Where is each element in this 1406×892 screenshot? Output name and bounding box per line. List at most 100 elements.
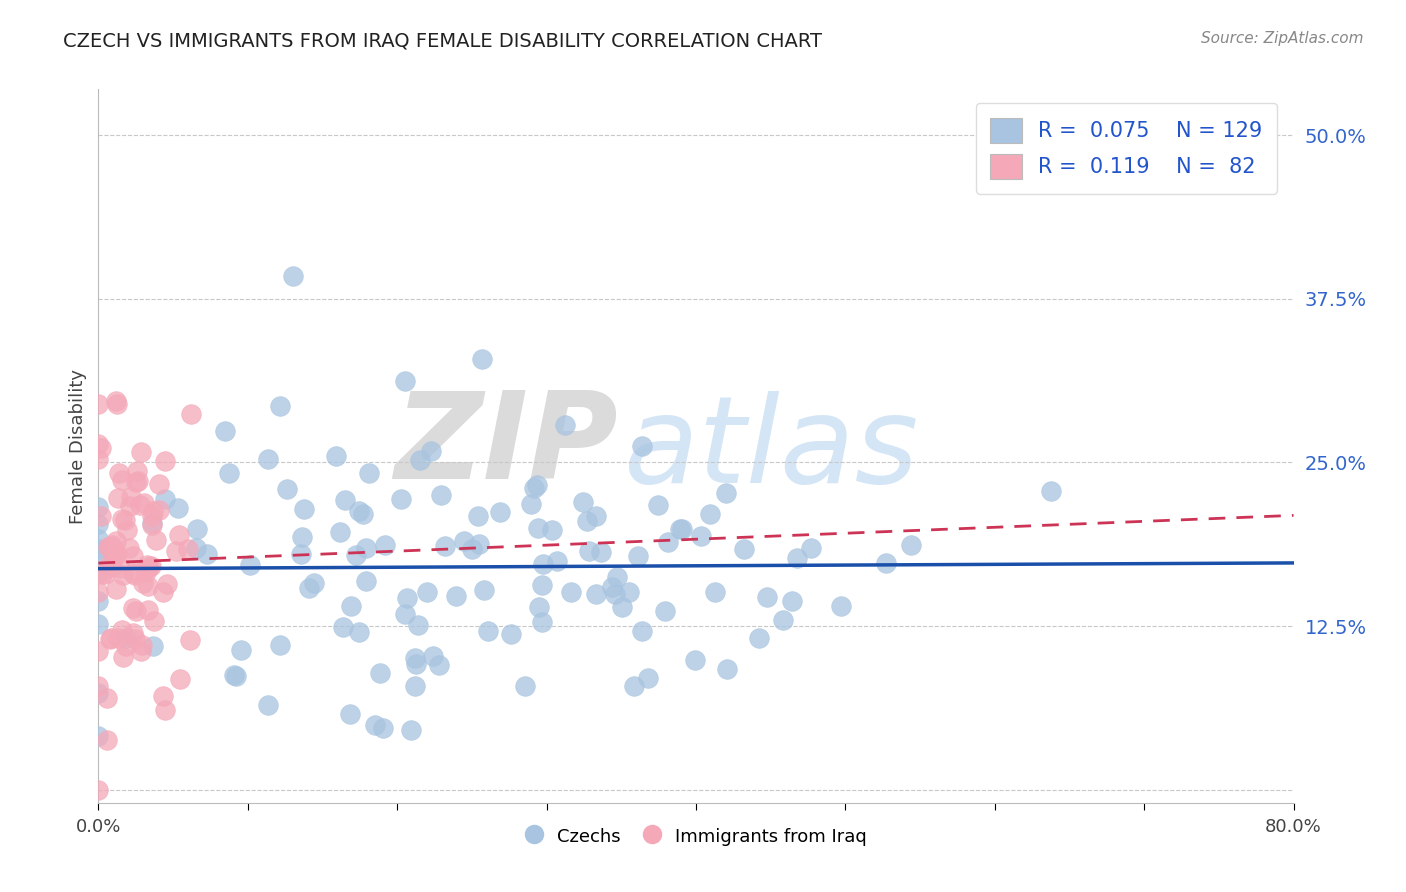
Point xyxy=(153,703,176,717)
Point xyxy=(748,631,770,645)
Point xyxy=(467,537,489,551)
Point xyxy=(87,397,110,411)
Point xyxy=(420,444,443,458)
Point xyxy=(623,680,645,694)
Point xyxy=(129,499,152,513)
Point xyxy=(239,558,262,573)
Point xyxy=(291,530,314,544)
Point xyxy=(430,488,453,502)
Point xyxy=(631,439,654,453)
Point xyxy=(772,613,794,627)
Point xyxy=(121,566,143,581)
Point xyxy=(585,508,607,523)
Point xyxy=(136,579,159,593)
Point xyxy=(368,665,391,680)
Point xyxy=(111,623,134,637)
Point xyxy=(124,632,146,646)
Point xyxy=(354,541,377,556)
Point xyxy=(733,542,755,557)
Point xyxy=(716,661,738,675)
Point xyxy=(541,523,564,537)
Point xyxy=(409,453,432,467)
Point xyxy=(103,550,125,565)
Point xyxy=(276,482,298,496)
Legend: Czechs, Immigrants from Iraq: Czechs, Immigrants from Iraq xyxy=(517,818,875,855)
Text: CZECH VS IMMIGRANTS FROM IRAQ FEMALE DISABILITY CORRELATION CHART: CZECH VS IMMIGRANTS FROM IRAQ FEMALE DIS… xyxy=(63,31,823,50)
Point xyxy=(523,481,546,495)
Point xyxy=(97,558,120,573)
Point xyxy=(136,558,159,572)
Point xyxy=(427,657,450,672)
Point xyxy=(93,566,115,581)
Point xyxy=(105,533,128,548)
Point xyxy=(364,718,387,732)
Point xyxy=(105,397,128,411)
Point xyxy=(399,723,422,737)
Point xyxy=(127,474,149,488)
Point xyxy=(292,502,315,516)
Point xyxy=(115,631,138,645)
Point xyxy=(141,516,163,530)
Point xyxy=(195,547,218,561)
Point xyxy=(357,466,380,480)
Point xyxy=(136,603,159,617)
Point xyxy=(87,617,110,632)
Point xyxy=(444,590,467,604)
Point xyxy=(325,449,347,463)
Point xyxy=(394,374,416,388)
Point xyxy=(560,585,582,599)
Point xyxy=(165,544,187,558)
Point xyxy=(98,632,121,646)
Point xyxy=(576,514,599,528)
Point xyxy=(104,582,127,597)
Point xyxy=(101,538,124,552)
Point xyxy=(606,570,628,584)
Point xyxy=(124,568,146,582)
Point xyxy=(617,585,640,599)
Point xyxy=(111,474,134,488)
Point xyxy=(122,601,145,615)
Point xyxy=(461,541,484,556)
Point xyxy=(87,437,110,451)
Point xyxy=(218,466,240,480)
Point xyxy=(129,644,152,658)
Point xyxy=(269,638,291,652)
Point xyxy=(87,547,110,561)
Point xyxy=(800,541,823,556)
Point xyxy=(631,624,654,639)
Point xyxy=(714,486,737,500)
Point xyxy=(668,522,690,536)
Point xyxy=(477,624,499,638)
Point xyxy=(531,615,554,629)
Point xyxy=(100,540,122,554)
Point xyxy=(117,524,139,538)
Point xyxy=(142,503,165,517)
Point xyxy=(177,541,200,556)
Point xyxy=(298,581,321,595)
Point xyxy=(415,585,437,599)
Point xyxy=(121,549,143,563)
Point xyxy=(347,624,370,639)
Point xyxy=(141,558,163,573)
Point xyxy=(302,575,325,590)
Point xyxy=(354,574,377,589)
Point xyxy=(152,689,174,703)
Point xyxy=(489,505,512,519)
Point xyxy=(546,554,568,568)
Point xyxy=(114,640,136,654)
Point xyxy=(152,585,174,599)
Point xyxy=(145,533,167,547)
Point xyxy=(610,600,633,615)
Point xyxy=(131,638,153,652)
Point xyxy=(501,627,523,641)
Point xyxy=(578,544,600,558)
Point xyxy=(125,604,148,618)
Point xyxy=(148,502,170,516)
Point xyxy=(405,657,427,671)
Point xyxy=(703,584,725,599)
Point xyxy=(472,583,495,598)
Point xyxy=(155,454,177,468)
Point xyxy=(339,599,361,613)
Point xyxy=(105,547,128,561)
Point xyxy=(256,451,278,466)
